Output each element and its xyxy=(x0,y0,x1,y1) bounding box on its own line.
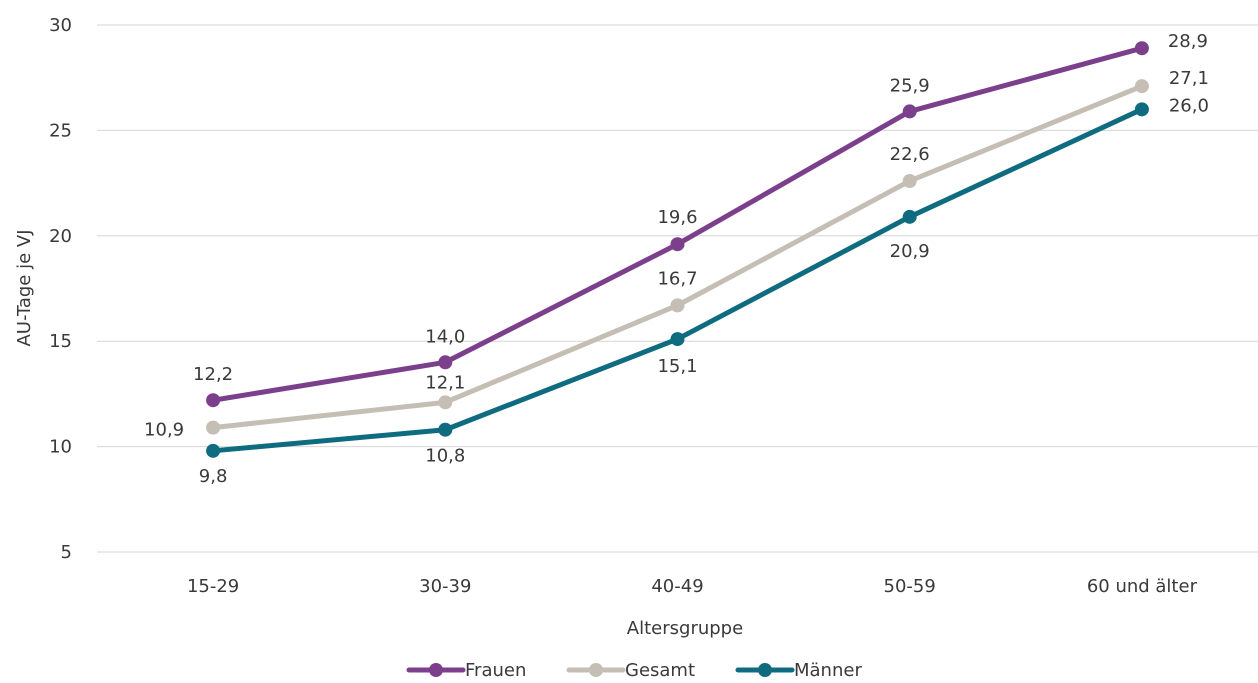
data-label: 14,0 xyxy=(425,326,465,347)
data-label: 19,6 xyxy=(657,207,697,228)
data-point xyxy=(438,395,453,410)
data-point xyxy=(1134,102,1149,117)
legend-label: Gesamt xyxy=(625,660,695,681)
data-point xyxy=(670,332,685,347)
x-tick-label: 60 und älter xyxy=(1087,576,1198,597)
y-tick-label: 10 xyxy=(49,437,72,458)
data-point xyxy=(670,237,685,252)
data-point xyxy=(902,173,917,188)
data-point xyxy=(206,420,221,435)
data-label: 27,1 xyxy=(1169,68,1209,89)
legend-label: Männer xyxy=(794,660,862,681)
legend-marker xyxy=(589,663,603,677)
series-lines xyxy=(206,41,1149,458)
data-point xyxy=(438,422,453,437)
data-point xyxy=(902,209,917,224)
data-label: 9,8 xyxy=(199,466,228,487)
y-axis-ticks: 5 10 15 20 25 30 xyxy=(49,15,72,563)
data-label: 20,9 xyxy=(890,241,930,262)
x-axis-ticks: 15-29 30-39 40-49 50-59 60 und älter xyxy=(187,576,1198,597)
data-point xyxy=(206,443,221,458)
data-label: 22,6 xyxy=(890,144,930,165)
y-tick-label: 25 xyxy=(49,120,72,141)
x-tick-label: 15-29 xyxy=(187,576,239,597)
legend-marker xyxy=(758,663,772,677)
data-point xyxy=(902,104,917,119)
data-labels: 12,2 14,0 19,6 25,9 28,9 10,9 12,1 16,7 22,6 27,1… xyxy=(144,31,1209,487)
y-tick-label: 5 xyxy=(61,542,72,563)
data-point xyxy=(206,393,221,408)
legend: Frauen Gesamt Männer xyxy=(406,660,862,681)
y-axis-title: AU-Tage je VJ xyxy=(14,229,35,346)
data-label: 12,2 xyxy=(193,364,233,385)
x-tick-label: 30-39 xyxy=(419,576,471,597)
y-tick-label: 20 xyxy=(49,226,72,247)
x-axis-title: Altersgruppe xyxy=(627,618,743,639)
data-point xyxy=(438,355,453,370)
y-tick-label: 15 xyxy=(49,331,72,352)
y-tick-label: 30 xyxy=(49,15,72,36)
data-point xyxy=(1134,41,1149,56)
data-label: 12,1 xyxy=(425,372,465,393)
data-label: 25,9 xyxy=(890,75,930,96)
legend-label: Frauen xyxy=(465,660,526,681)
data-point xyxy=(670,298,685,313)
data-point xyxy=(1134,79,1149,94)
data-label: 10,8 xyxy=(425,446,465,467)
data-label: 16,7 xyxy=(657,268,697,289)
data-label: 26,0 xyxy=(1169,95,1209,116)
data-label: 15,1 xyxy=(657,356,697,377)
x-tick-label: 50-59 xyxy=(884,576,936,597)
data-label: 28,9 xyxy=(1168,31,1208,52)
legend-marker xyxy=(429,663,443,677)
x-tick-label: 40-49 xyxy=(651,576,703,597)
data-label: 10,9 xyxy=(144,420,184,441)
